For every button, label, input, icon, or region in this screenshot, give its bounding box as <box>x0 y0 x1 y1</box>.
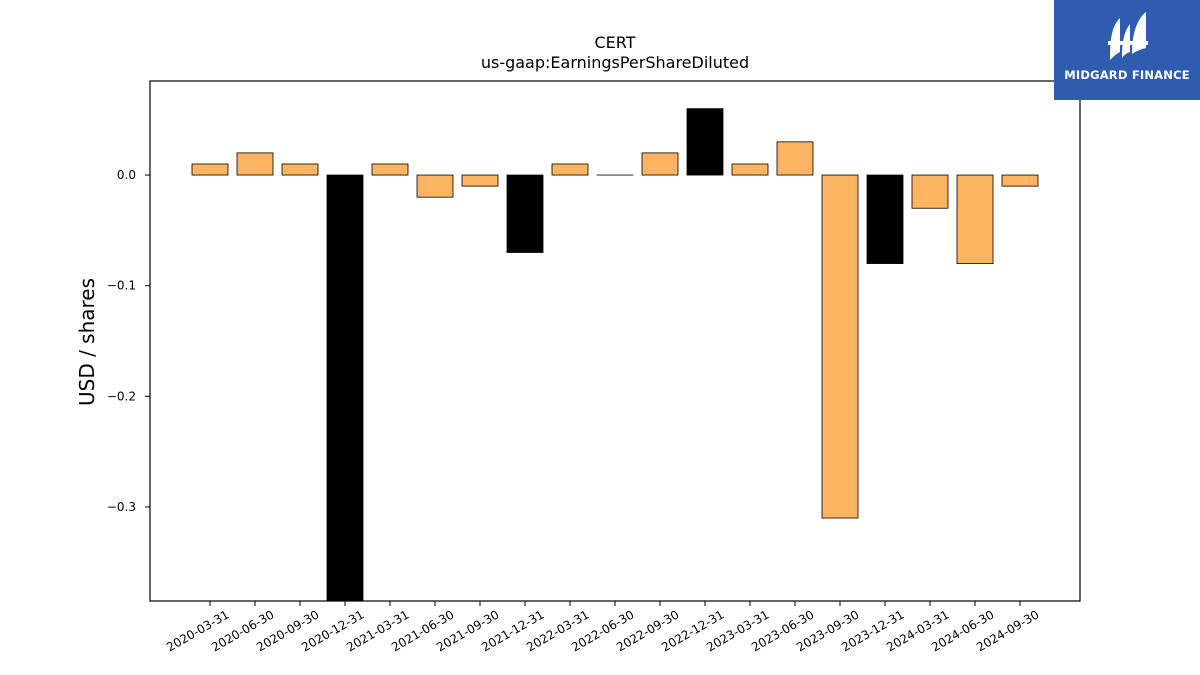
y-tick-label: −0.2 <box>107 389 136 403</box>
bar-2020-09-30 <box>281 163 319 176</box>
bar-2022-12-31 <box>686 108 724 176</box>
y-axis: 0.0 −0.1 −0.2 −0.3 <box>107 168 150 514</box>
bar-2021-03-31 <box>371 163 409 176</box>
bar-2020-03-31 <box>191 163 229 176</box>
midgard-logo: MIDGARD FINANCE <box>1054 0 1200 100</box>
y-tick-label: −0.1 <box>107 279 136 293</box>
chart-title: CERT <box>594 33 635 52</box>
bar-2020-12-31 <box>326 174 364 602</box>
chart-subtitle: us-gaap:EarningsPerShareDiluted <box>481 53 749 72</box>
bar-2023-09-30 <box>821 174 859 519</box>
bar-2024-09-30 <box>1001 174 1039 187</box>
midgard-logo-icon <box>1108 12 1148 60</box>
bar-2020-06-30 <box>236 152 274 176</box>
bars-group <box>191 108 1039 602</box>
bar-2022-09-30 <box>641 152 679 176</box>
bar-2023-12-31 <box>866 174 904 264</box>
bar-2024-06-30 <box>956 174 994 264</box>
y-tick-label: 0.0 <box>117 168 136 182</box>
y-axis-label: USD / shares <box>75 278 99 406</box>
bar-2023-06-30 <box>776 141 814 176</box>
plot-frame <box>149 80 1081 602</box>
logo-text: MIDGARD FINANCE <box>1064 68 1190 82</box>
bar-2021-06-30 <box>416 174 454 198</box>
y-tick-label: −0.3 <box>107 500 136 514</box>
bar-2022-03-31 <box>551 163 589 176</box>
bar-2024-03-31 <box>911 174 949 209</box>
x-axis: 2020-03-312020-06-302020-09-302020-12-31… <box>164 601 1042 654</box>
bar-2021-12-31 <box>506 174 544 253</box>
bar-2023-03-31 <box>731 163 769 176</box>
bar-2021-09-30 <box>461 174 499 187</box>
